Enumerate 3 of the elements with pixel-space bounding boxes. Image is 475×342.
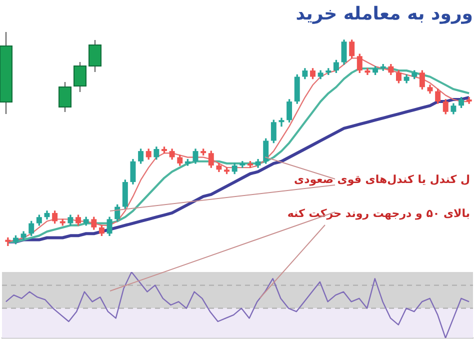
chart-title: ورود به معامله خرید — [296, 3, 473, 24]
annotation: بالای ۵۰ و درجهت روند حرکت کنه — [287, 206, 470, 220]
annotation: ل کندل یا کندل‌های قوی صعودی — [294, 172, 470, 186]
